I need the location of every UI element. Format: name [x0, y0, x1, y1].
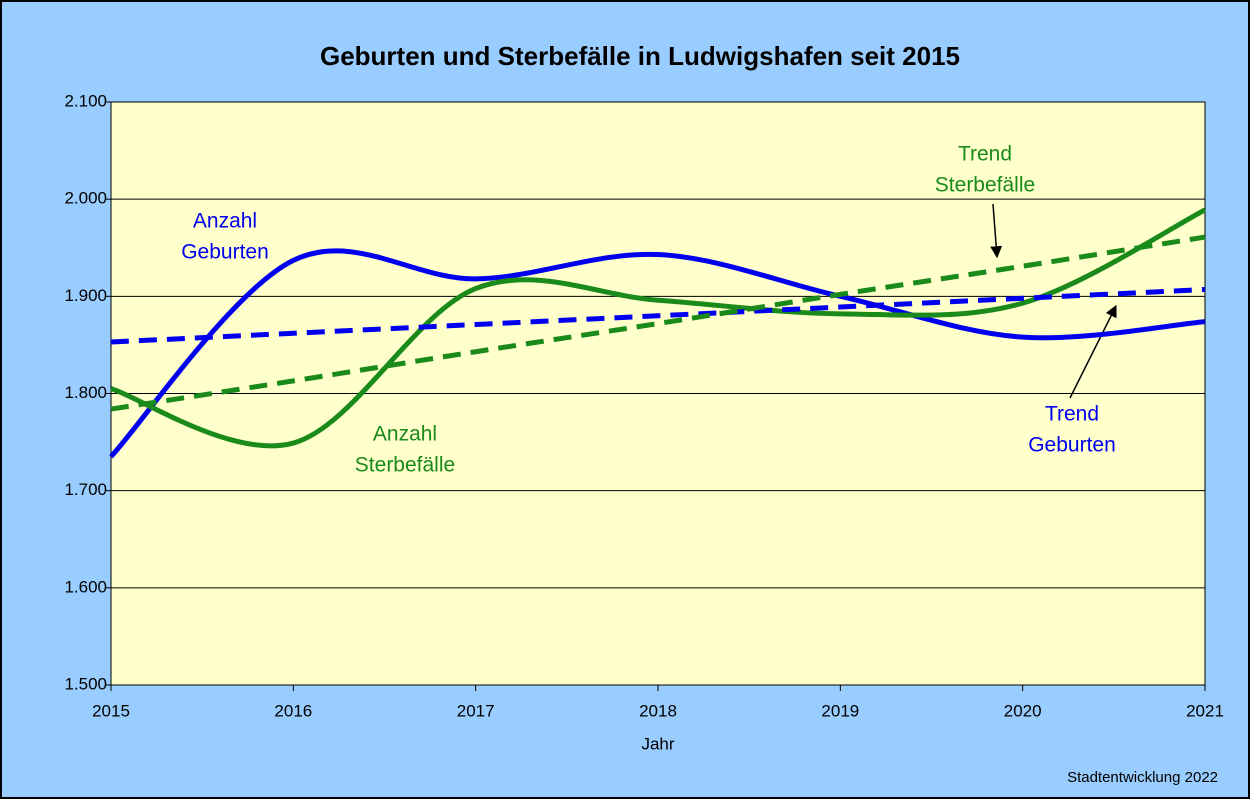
- series-line: [110, 207, 1207, 449]
- y-tick-label: 2.000: [64, 189, 107, 208]
- annotation: Sterbefälle: [935, 174, 1035, 197]
- y-tick-label: 1.800: [64, 383, 107, 402]
- y-tick-label: 2.100: [64, 91, 107, 110]
- x-axis-label: Jahr: [641, 734, 674, 753]
- annotation: Geburten: [1028, 434, 1116, 457]
- lines: [109, 207, 1207, 459]
- x-tick-label: 2017: [457, 701, 495, 720]
- source: Stadtentwicklung 2022: [1067, 769, 1218, 786]
- series-line: [110, 234, 1206, 412]
- grid: [105, 101, 1206, 691]
- labels: 1.500 1.600 1.700 1.800 1.900 2.000 2.100 2015 2…: [64, 91, 1223, 720]
- y-tick-label: 1.900: [64, 286, 107, 305]
- annotation: Anzahl: [193, 210, 257, 233]
- series-line: [110, 287, 1206, 345]
- x-tick-label: 2015: [92, 701, 130, 720]
- y-tick-label: 1.700: [64, 480, 107, 499]
- y-tick-label: 1.500: [64, 674, 107, 693]
- series-line: [109, 248, 1206, 459]
- annotation: Sterbefälle: [355, 454, 455, 477]
- x-tick-label: 2018: [639, 701, 677, 720]
- x-tick-label: 2020: [1004, 701, 1042, 720]
- y-tick-label: 1.600: [64, 577, 107, 596]
- x-tick-label: 2016: [274, 701, 312, 720]
- annotation: Trend: [958, 143, 1012, 166]
- x-tick-label: 2019: [821, 701, 859, 720]
- annotation: Anzahl: [373, 423, 437, 446]
- annotation: Trend: [1045, 403, 1099, 426]
- x-tick-label: 2021: [1186, 701, 1224, 720]
- annotation: Geburten: [181, 241, 269, 264]
- chart-title: Geburten und Sterbefälle in Ludwigshafen…: [320, 41, 960, 71]
- arrow: [990, 203, 1003, 259]
- arrow: [1069, 304, 1117, 399]
